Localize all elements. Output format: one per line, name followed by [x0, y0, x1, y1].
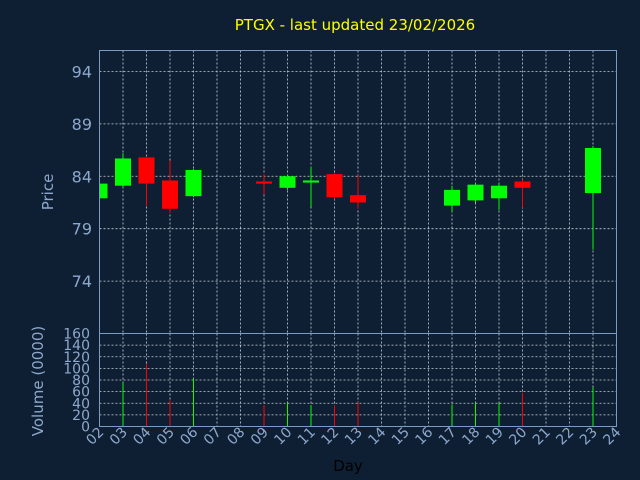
candles	[99, 145, 601, 250]
x-tick-label: 21	[530, 425, 554, 449]
candle-body	[99, 183, 108, 199]
volume-tick-label: 100	[63, 361, 90, 377]
candle-body	[350, 195, 366, 203]
volume-tick-label: 20	[72, 408, 90, 424]
candle-body	[514, 181, 531, 188]
volume-tick-label: 120	[63, 350, 90, 366]
x-tick-label: 23	[577, 425, 601, 449]
candle-body	[279, 176, 296, 188]
volume-tick-label: 140	[63, 338, 90, 354]
candle-body	[326, 174, 343, 198]
candle-body	[444, 189, 460, 206]
x-tick-label: 09	[248, 425, 272, 449]
candle-body	[467, 184, 484, 201]
volume-tick-label: 160	[63, 327, 90, 343]
candle-body	[256, 181, 272, 184]
x-tick-label: 10	[271, 425, 295, 449]
x-tick-label: 17	[436, 425, 460, 449]
candle-body	[185, 169, 202, 197]
x-tick-label: 03	[107, 425, 131, 449]
x-tick-label: 22	[553, 425, 577, 449]
x-tick-label: 08	[224, 425, 248, 449]
x-tick-label: 15	[389, 425, 413, 449]
x-tick-label: 14	[365, 424, 389, 448]
volume-panel-frame	[99, 333, 617, 427]
volume-tick-label: 80	[72, 373, 90, 389]
price-tick-label: 74	[72, 272, 92, 291]
volume-bars	[122, 363, 594, 427]
x-tick-label: 20	[506, 425, 530, 449]
x-tick-label: 19	[483, 425, 507, 449]
candle-body	[585, 147, 601, 194]
price-axis: 94 89 84 79 74	[72, 62, 92, 291]
price-tick-label: 79	[72, 220, 92, 239]
x-axis-label: Day	[333, 457, 363, 475]
x-tick-label: 06	[177, 424, 201, 448]
x-tick-label: 24	[600, 424, 624, 448]
volume-tick-label: 40	[72, 396, 90, 412]
candle-body	[115, 158, 131, 186]
candle-body	[491, 185, 507, 199]
x-tick-label: 13	[342, 425, 366, 449]
x-tick-label: 11	[295, 425, 319, 449]
x-tick-label: 16	[412, 424, 436, 448]
x-tick-label: 05	[154, 425, 178, 449]
x-tick-label: 18	[459, 425, 483, 449]
price-tick-label: 89	[72, 115, 92, 134]
chart-title: PTGX - last updated 23/02/2026	[235, 16, 475, 34]
price-axis-label: Price	[39, 174, 57, 211]
x-tick-label: 04	[130, 424, 154, 448]
price-tick-label: 94	[72, 62, 92, 81]
volume-axis-label: Volume (0000)	[29, 326, 47, 436]
x-tick-label: 12	[318, 425, 342, 449]
x-tick-label: 07	[201, 425, 225, 449]
volume-tick-label: 60	[72, 385, 90, 401]
price-tick-label: 84	[72, 167, 92, 186]
volume-tick-label: 0	[81, 420, 90, 436]
candle-body	[138, 157, 155, 184]
x-axis: 02 03 04 05 06 07 08 09 10 11 12 13 14 15 16 17 18 19 20 21…	[83, 424, 624, 448]
candle-body	[303, 180, 319, 183]
candle-body	[162, 180, 178, 209]
